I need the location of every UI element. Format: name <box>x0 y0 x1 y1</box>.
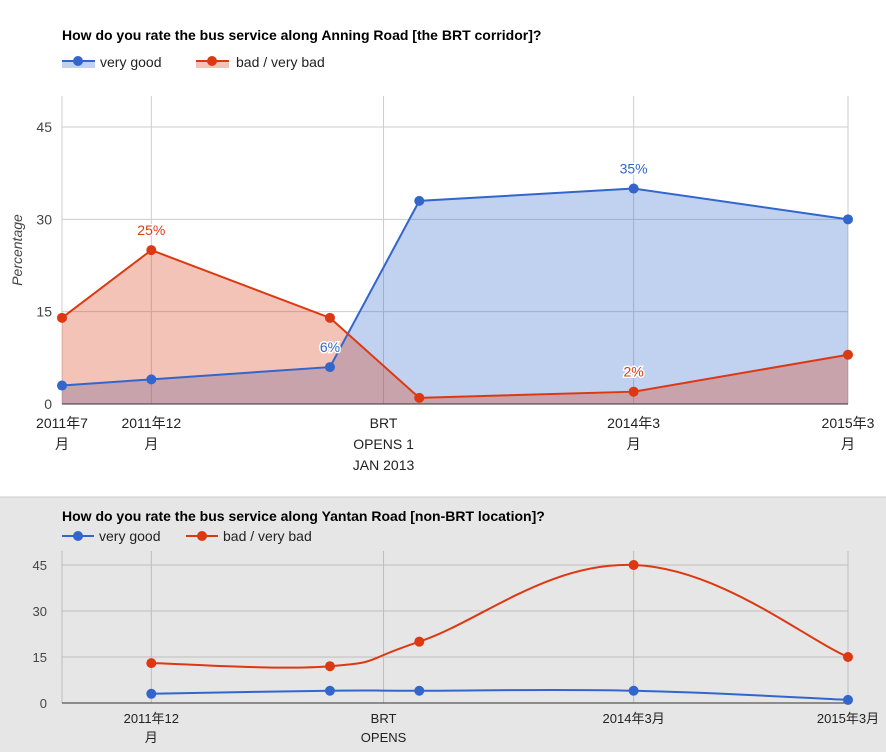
legend-label: very good <box>99 528 160 544</box>
chart-anning-road: How do you rate the bus service along An… <box>9 27 875 473</box>
y-tick-label: 0 <box>40 696 47 711</box>
data-point[interactable] <box>628 386 639 397</box>
legend-item-very-good[interactable]: very good <box>62 528 160 544</box>
legend-item-bad-very-bad[interactable]: bad / very bad <box>196 54 325 70</box>
y-tick-label: 45 <box>33 558 47 573</box>
data-point[interactable] <box>146 688 157 699</box>
data-point[interactable] <box>414 392 425 403</box>
data-label: 25% <box>137 222 165 238</box>
y-tick-label: 15 <box>36 304 52 320</box>
legend-label: very good <box>100 54 161 70</box>
chart1-legend[interactable]: very good bad / very bad <box>62 54 325 70</box>
x-tick-label: 2014年3月 <box>603 711 665 726</box>
data-point[interactable] <box>414 685 425 696</box>
chart2-legend[interactable]: very good bad / very bad <box>62 528 312 544</box>
chart2-plot-area: 0 15 30 45 2011年12 月 BRT OPENS 2014年3月 2015年3月 <box>33 551 879 745</box>
data-label: 6% <box>320 339 340 355</box>
x-tick-label: 2011年12 月 <box>124 711 179 745</box>
legend-item-very-good[interactable]: very good <box>62 54 161 70</box>
x-tick-label: BRT OPENS 1 JAN 2013 <box>353 415 415 473</box>
legend-marker <box>207 56 217 66</box>
data-point[interactable] <box>57 312 67 323</box>
x-tick-label: BRT OPENS <box>361 711 407 745</box>
series-area <box>62 188 848 404</box>
data-point[interactable] <box>628 685 639 696</box>
data-point[interactable] <box>324 661 335 672</box>
x-tick-label: 2011年12 月 <box>121 415 181 452</box>
data-point[interactable] <box>146 245 157 256</box>
legend-label: bad / very bad <box>223 528 312 544</box>
chart1-y-axis-title: Percentage <box>9 214 25 286</box>
x-tick-label: 2011年7 月 <box>36 415 88 452</box>
chart2-title: How do you rate the bus service along Ya… <box>62 508 545 524</box>
data-point[interactable] <box>843 349 853 360</box>
x-tick-label: 2015年3月 <box>817 711 879 726</box>
data-point[interactable] <box>843 214 853 225</box>
data-point[interactable] <box>146 374 157 385</box>
data-point[interactable] <box>324 685 335 696</box>
series-line <box>151 563 849 669</box>
data-point[interactable] <box>57 380 67 391</box>
data-label: 2% <box>624 364 644 380</box>
data-point[interactable] <box>324 362 335 373</box>
legend-marker <box>73 531 83 541</box>
data-point[interactable] <box>843 652 853 662</box>
chart1-plot-area: 0 15 30 45 2011年7 月 2011年12 月 BRT OPENS 1 JAN 2013… <box>36 96 875 473</box>
data-point[interactable] <box>628 183 639 194</box>
data-point[interactable] <box>843 694 853 705</box>
chart2-background <box>0 497 886 752</box>
legend-label: bad / very bad <box>236 54 325 70</box>
chart-yantan-road: How do you rate the bus service along Ya… <box>33 508 880 745</box>
legend-item-bad-very-bad[interactable]: bad / very bad <box>186 528 312 544</box>
series-line <box>151 688 849 701</box>
data-label: 35% <box>620 161 648 177</box>
data-point[interactable] <box>324 312 335 323</box>
y-tick-label: 0 <box>44 396 52 412</box>
chart1-title: How do you rate the bus service along An… <box>62 27 541 43</box>
y-tick-label: 30 <box>33 604 47 619</box>
data-point[interactable] <box>628 560 639 570</box>
legend-marker <box>197 531 207 541</box>
data-point[interactable] <box>414 195 425 206</box>
data-point[interactable] <box>146 658 157 669</box>
y-tick-label: 45 <box>36 119 52 135</box>
series-line <box>61 187 849 387</box>
y-tick-label: 30 <box>36 211 52 227</box>
data-point[interactable] <box>414 636 425 647</box>
legend-marker <box>73 56 83 66</box>
series-area <box>62 250 848 404</box>
y-tick-label: 15 <box>33 650 47 665</box>
series-line <box>61 248 849 399</box>
